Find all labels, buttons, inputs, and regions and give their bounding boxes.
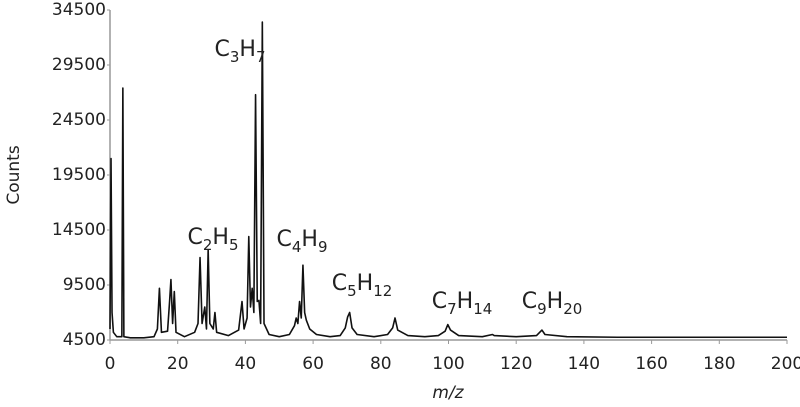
y-tick-label: 34500 xyxy=(52,0,106,20)
peak-annotation: C4H9 xyxy=(276,227,327,256)
x-tick-label: 200 xyxy=(771,354,800,374)
x-tick-label: 60 xyxy=(302,354,324,374)
y-axis-label: Counts xyxy=(4,145,24,204)
x-axis-label: m/z xyxy=(432,383,464,403)
x-tick-label: 160 xyxy=(635,354,667,374)
x-tick-label: 100 xyxy=(432,354,464,374)
x-tick-label: 120 xyxy=(500,354,532,374)
peak-annotation: C2H5 xyxy=(187,225,238,254)
peak-annotation: C3H7 xyxy=(214,37,265,66)
x-tick-label: 0 xyxy=(105,354,116,374)
x-tick-label: 40 xyxy=(235,354,257,374)
x-tick-label: 140 xyxy=(568,354,600,374)
spectrum-line xyxy=(109,21,787,339)
x-tick-label: 80 xyxy=(370,354,392,374)
x-tick-label: 20 xyxy=(167,354,189,374)
y-tick-label: 9500 xyxy=(63,275,106,295)
y-tick-label: 29500 xyxy=(52,55,106,75)
y-tick-label: 4500 xyxy=(63,330,106,350)
y-tick-label: 24500 xyxy=(52,110,106,130)
y-tick-label: 14500 xyxy=(52,220,106,240)
y-tick-label: 19500 xyxy=(52,165,106,185)
peak-annotation: C9H20 xyxy=(522,289,583,318)
x-tick-label: 180 xyxy=(703,354,735,374)
peak-annotation: C7H14 xyxy=(432,289,493,318)
peak-annotation: C5H12 xyxy=(332,271,393,300)
